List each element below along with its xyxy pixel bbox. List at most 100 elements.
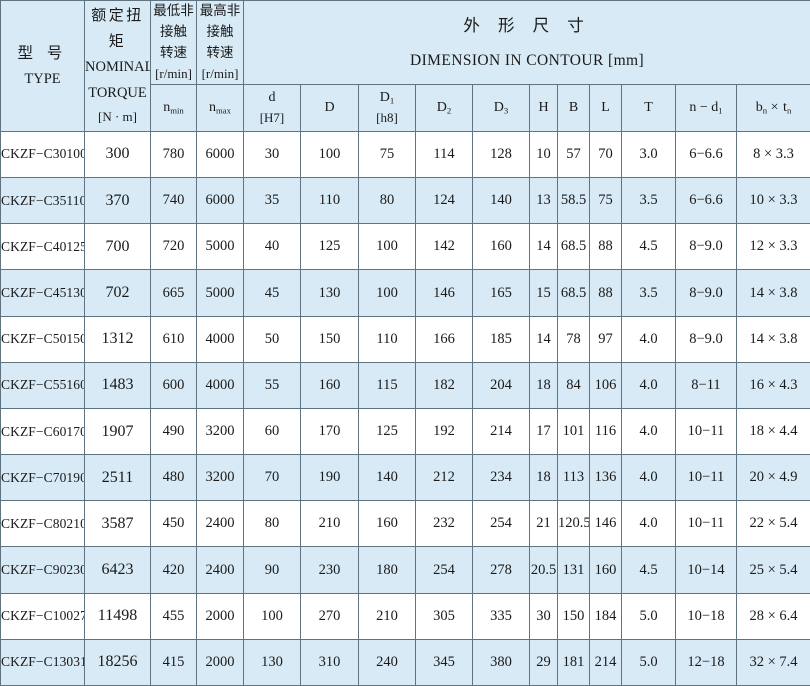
cell-D: 210 xyxy=(300,500,359,548)
cell-L: 70 xyxy=(589,130,622,179)
cell-H: 14 xyxy=(529,315,558,363)
cell-n-max: 2400 xyxy=(196,546,244,594)
table-row: CKZF−C55160 1483 600 4000 55 160 115 182 204 18 84… xyxy=(0,361,810,409)
cell-D3: 160 xyxy=(472,223,530,271)
cell-bn-tn: 20 × 4.9 xyxy=(735,454,810,502)
header-dimension-en: DIMENSION IN CONTOUR [mm] xyxy=(410,51,645,69)
cell-n-d1: 10−11 xyxy=(675,407,737,456)
table-row: CKZF−C60170 1907 490 3200 60 170 125 192 214 17 10… xyxy=(0,407,810,456)
cell-n-max: 2000 xyxy=(196,638,244,686)
header-n-min-cn1: 最低非 xyxy=(153,3,194,18)
cell-d: 40 xyxy=(243,223,301,271)
cell-L: 146 xyxy=(589,500,622,548)
table-row: CKZF−C70190 2511 480 3200 70 190 140 212 234 18 11… xyxy=(0,454,810,502)
cell-n-max: 4000 xyxy=(196,315,244,363)
header-type-cn: 型 号 xyxy=(17,44,68,62)
cell-type: CKZF−C45130 xyxy=(0,269,85,317)
cell-torque: 11498 xyxy=(84,592,151,640)
cell-D1: 210 xyxy=(358,592,416,640)
cell-torque: 18256 xyxy=(84,638,151,686)
cell-d: 80 xyxy=(243,500,301,548)
cell-bn-tn: 25 × 5.4 xyxy=(735,546,810,594)
cell-D3: 254 xyxy=(472,500,530,548)
table-header: 型 号 TYPE 额定扭矩 NOMINAL TORQUE [N · m] 最低非… xyxy=(0,0,810,132)
header-dimension: 外 形 尺 寸 DIMENSION IN CONTOUR [mm] xyxy=(242,0,810,85)
cell-D: 100 xyxy=(300,130,359,179)
cell-type: CKZF−C30100 xyxy=(0,130,85,179)
cell-D2: 114 xyxy=(415,130,473,179)
cell-B: 101 xyxy=(557,407,590,456)
subheader-D2: D2 xyxy=(415,83,473,132)
cell-n-min: 455 xyxy=(150,592,197,640)
cell-d: 60 xyxy=(243,407,301,456)
table-row: CKZF−C90230 6423 420 2400 90 230 180 254 278 20.5… xyxy=(0,546,810,594)
cell-type: CKZF−C55160 xyxy=(0,361,85,409)
cell-bn-tn: 32 × 7.4 xyxy=(735,638,810,686)
cell-B: 68.5 xyxy=(557,269,590,317)
header-torque-unit: [N · m] xyxy=(98,109,137,125)
cell-L: 75 xyxy=(589,177,622,225)
cell-n-d1: 10−11 xyxy=(675,454,737,502)
cell-D2: 146 xyxy=(415,269,473,317)
cell-H: 18 xyxy=(529,454,558,502)
header-torque-en2: TORQUE xyxy=(88,84,147,101)
cell-D1: 115 xyxy=(358,361,416,409)
cell-D2: 142 xyxy=(415,223,473,271)
cell-torque: 370 xyxy=(84,177,151,225)
subheader-n-min: nmin xyxy=(150,83,197,132)
cell-bn-tn: 12 × 3.3 xyxy=(735,223,810,271)
cell-D: 270 xyxy=(300,592,359,640)
cell-n-d1: 8−9.0 xyxy=(675,315,737,363)
cell-L: 97 xyxy=(589,315,622,363)
header-n-max-cn1: 最高非 xyxy=(199,3,241,18)
cell-D1: 75 xyxy=(358,130,416,179)
cell-type: CKZF−C50150 xyxy=(0,315,85,363)
cell-n-min: 720 xyxy=(150,223,197,271)
cell-D3: 335 xyxy=(472,592,530,640)
cell-D: 150 xyxy=(300,315,359,363)
cell-n-d1: 8−11 xyxy=(675,361,737,409)
cell-B: 78 xyxy=(557,315,590,363)
cell-L: 160 xyxy=(589,546,622,594)
cell-n-max: 4000 xyxy=(196,361,244,409)
cell-D2: 166 xyxy=(415,315,473,363)
cell-n-d1: 6−6.6 xyxy=(675,177,737,225)
cell-d: 35 xyxy=(243,177,301,225)
cell-D3: 214 xyxy=(472,407,530,456)
cell-type: CKZF−C100270 xyxy=(0,592,85,640)
header-type-en: TYPE xyxy=(24,70,61,87)
cell-D3: 185 xyxy=(472,315,530,363)
cell-bn-tn: 18 × 4.4 xyxy=(735,407,810,456)
header-n-max-cn3: 转速 xyxy=(206,44,234,60)
cell-D2: 192 xyxy=(415,407,473,456)
header-row-sub: nmin nmax d [H7] D D1 [h8] D2 D3 H B L T n… xyxy=(1,83,810,132)
cell-H: 17 xyxy=(529,407,558,456)
cell-n-min: 740 xyxy=(150,177,197,225)
cell-bn-tn: 28 × 6.4 xyxy=(735,592,810,640)
cell-D: 160 xyxy=(300,361,359,409)
header-n-min-cn3: 转速 xyxy=(160,44,187,60)
table-row: CKZF−C1303101825641520001303102403453802… xyxy=(0,638,810,686)
cell-type: CKZF−C90230 xyxy=(0,546,85,594)
cell-T: 4.0 xyxy=(621,315,676,363)
cell-n-min: 490 xyxy=(150,407,197,456)
cell-torque: 2511 xyxy=(84,454,151,502)
cell-d: 45 xyxy=(243,269,301,317)
cell-L: 184 xyxy=(589,592,622,640)
header-row-main: 型 号 TYPE 额定扭矩 NOMINAL TORQUE [N · m] 最低非… xyxy=(0,0,810,132)
cell-D1: 240 xyxy=(358,638,416,686)
cell-D1: 110 xyxy=(358,315,416,363)
table-row: CKZF−C80210 3587 450 2400 80 210 160 232 254 21 12… xyxy=(0,500,810,548)
cell-bn-tn: 14 × 3.8 xyxy=(735,269,810,317)
cell-L: 136 xyxy=(589,454,622,502)
table-row: CKZF−C50150 1312 610 4000 50 150 110 166 185 14 78… xyxy=(0,315,810,363)
cell-torque: 1483 xyxy=(84,361,151,409)
cell-torque: 1907 xyxy=(84,407,151,456)
header-dimension-cn: 外 形 尺 寸 xyxy=(463,16,591,36)
cell-D: 190 xyxy=(300,454,359,502)
subheader-bn-tn: bn × tn xyxy=(735,83,810,132)
cell-bn-tn: 10 × 3.3 xyxy=(735,177,810,225)
cell-d: 30 xyxy=(243,130,301,179)
cell-n-max: 3200 xyxy=(196,407,244,456)
